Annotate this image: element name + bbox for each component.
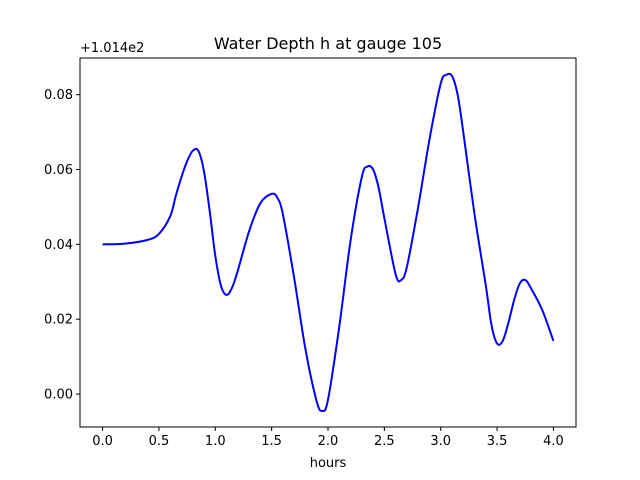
x-tick-label: 3.5 bbox=[487, 434, 508, 449]
plot-area bbox=[102, 72, 555, 413]
x-tick-label: 1.5 bbox=[261, 434, 282, 449]
y-tick-label: 0.02 bbox=[44, 313, 73, 328]
x-axis: 0.0 0.5 1.0 1.5 2.0 2.5 3.0 3.5 4.0 bbox=[92, 427, 564, 449]
x-tick-label: 1.0 bbox=[205, 434, 226, 449]
x-axis-label: hours bbox=[310, 456, 347, 471]
x-tick-label: 0.0 bbox=[92, 434, 113, 449]
x-tick-label: 0.5 bbox=[149, 434, 170, 449]
y-tick-label: 0.06 bbox=[44, 163, 73, 178]
x-tick-label: 2.5 bbox=[374, 434, 395, 449]
series-line-0 bbox=[102, 72, 555, 413]
y-axis-offset-label: +1.014e2 bbox=[80, 41, 144, 56]
x-tick-label: 4.0 bbox=[543, 434, 564, 449]
y-axis: 0.00 0.02 0.04 0.06 0.08 bbox=[44, 88, 80, 403]
y-tick-label: 0.08 bbox=[44, 88, 73, 103]
chart-title: Water Depth h at gauge 105 bbox=[214, 34, 442, 53]
y-tick-label: 0.00 bbox=[44, 388, 73, 403]
y-tick-label: 0.04 bbox=[44, 238, 73, 253]
x-tick-label: 2.0 bbox=[318, 434, 339, 449]
x-tick-label: 3.0 bbox=[430, 434, 451, 449]
